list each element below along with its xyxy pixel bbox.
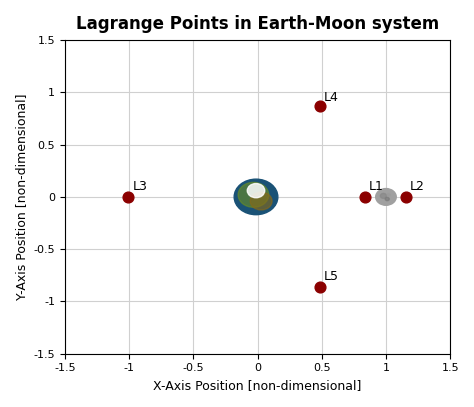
Point	[317, 284, 324, 291]
Title: Lagrange Points in Earth-Moon system: Lagrange Points in Earth-Moon system	[76, 15, 439, 33]
Text: L5: L5	[324, 270, 339, 283]
Point	[361, 194, 369, 200]
Circle shape	[234, 179, 278, 214]
Point	[317, 103, 324, 109]
Circle shape	[385, 197, 389, 201]
Circle shape	[247, 184, 265, 198]
Point	[402, 194, 410, 200]
Y-axis label: Y-Axis Position [non-dimensional]: Y-Axis Position [non-dimensional]	[15, 94, 28, 300]
Text: L3: L3	[132, 179, 147, 193]
Circle shape	[250, 192, 272, 210]
Circle shape	[376, 188, 396, 205]
X-axis label: X-Axis Position [non-dimensional]: X-Axis Position [non-dimensional]	[154, 379, 362, 392]
Circle shape	[238, 182, 269, 207]
Point	[125, 194, 132, 200]
Text: L2: L2	[410, 179, 425, 193]
Text: L1: L1	[369, 179, 384, 193]
Circle shape	[380, 193, 386, 198]
Text: L4: L4	[324, 91, 339, 104]
Circle shape	[387, 194, 390, 196]
